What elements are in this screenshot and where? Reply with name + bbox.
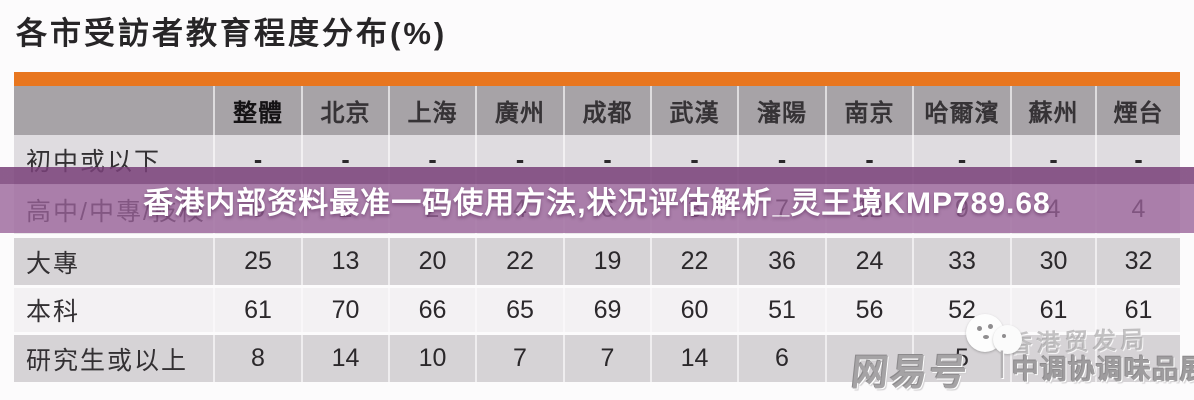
page-title: 各市受訪者教育程度分布(%): [16, 16, 448, 51]
header-empty-cell: [14, 86, 215, 135]
watermark-divider: |: [998, 346, 1006, 379]
accent-bar: [14, 72, 1180, 86]
table-cell: 69: [564, 285, 652, 334]
netease-hao-watermark: 网易号: [849, 352, 971, 393]
table-cell: 61: [214, 285, 303, 334]
table-cell: 22: [476, 234, 565, 287]
table-header-row: 整體 北京 上海 廣州 成都 武漢 瀋陽 南京 哈爾濱 蘇州 煙台: [14, 86, 1180, 135]
table-row-junior-college: 大專 25 13 20 22 19 22 36 24 33 30 32: [14, 234, 1180, 287]
table-cell: 51: [738, 285, 827, 334]
column-header-yantai: 煙台: [1096, 86, 1180, 135]
column-header-overall: 整體: [214, 86, 303, 135]
table-cell: 36: [738, 234, 827, 287]
table-cell: 22: [651, 234, 739, 287]
table-cell: [826, 332, 914, 382]
table-cell: 60: [651, 285, 739, 334]
table-cell: 56: [826, 285, 914, 334]
table-cell: 33: [913, 234, 1012, 287]
table-row-postgraduate-or-above: 研究生或以上 8 14 10 7 7 14 6 5: [14, 332, 1180, 382]
table-cell: 7: [476, 332, 565, 382]
table-cell: 13: [302, 234, 390, 287]
column-header-guangzhou: 廣州: [476, 86, 565, 135]
table-cell: 14: [651, 332, 739, 382]
table-cell: 65: [476, 285, 565, 334]
column-header-chengdu: 成都: [564, 86, 652, 135]
table-cell: 70: [302, 285, 390, 334]
column-header-wuhan: 武漢: [651, 86, 739, 135]
table-row-bachelor: 本科 61 70 66 65 69 60 51 56 52 61 61: [14, 285, 1180, 334]
table-cell: 30: [1011, 234, 1097, 287]
column-header-beijing: 北京: [302, 86, 390, 135]
table-cell: [1011, 332, 1097, 382]
promo-overlay-banner: 香港内部资料最准一码使用方法,状况评估解析_灵王境KMP789.68: [0, 167, 1194, 233]
column-header-shanghai: 上海: [389, 86, 477, 135]
column-header-harbin: 哈爾濱: [913, 86, 1012, 135]
row-label: 大專: [14, 234, 215, 287]
panda-logo-icon: [966, 308, 1036, 360]
table-cell: 20: [389, 234, 477, 287]
table-cell: 61: [1096, 285, 1180, 334]
condiment-expo-watermark: 中调协调味品展: [1012, 355, 1194, 385]
table-cell: 14: [302, 332, 390, 382]
column-header-shenyang: 瀋陽: [738, 86, 827, 135]
table-cell: 10: [389, 332, 477, 382]
row-label: 本科: [14, 285, 215, 334]
table-cell: 7: [564, 332, 652, 382]
watermark-cluster: 香港贸发局 网易号 | 中调协调味品展: [840, 300, 1194, 400]
table-cell: 24: [826, 234, 914, 287]
table-cell: 66: [389, 285, 477, 334]
table-cell: 61: [1011, 285, 1097, 334]
table-cell: 52: [913, 285, 1012, 334]
table-cell: [1096, 332, 1180, 382]
column-header-suzhou: 蘇州: [1011, 86, 1097, 135]
table-cell: 25: [214, 234, 303, 287]
table-cell: 19: [564, 234, 652, 287]
row-label: 研究生或以上: [14, 332, 215, 382]
table-cell: 32: [1096, 234, 1180, 287]
promo-overlay-text: 香港内部资料最准一码使用方法,状况评估解析_灵王境KMP789.68: [143, 187, 1051, 220]
table-cell: 8: [214, 332, 303, 382]
column-header-nanjing: 南京: [826, 86, 914, 135]
table-cell: 6: [738, 332, 827, 382]
